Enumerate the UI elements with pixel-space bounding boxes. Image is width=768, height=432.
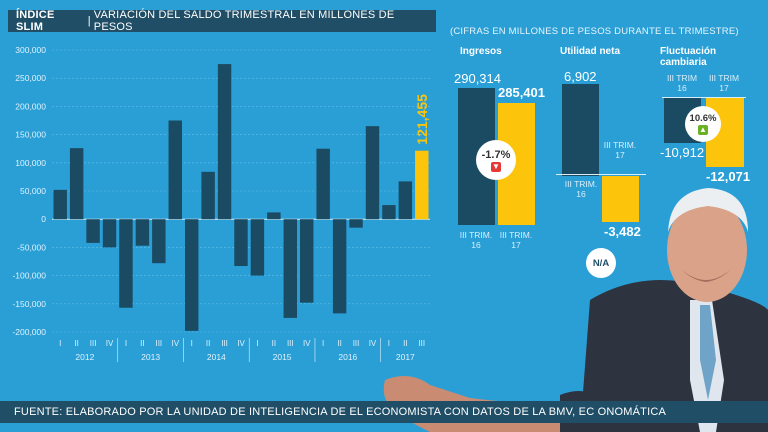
x-tick-label: I <box>59 339 61 348</box>
bar <box>53 189 67 220</box>
source-footer: FUENTE: ELABORADO POR LA UNIDAD DE INTEL… <box>0 401 768 423</box>
x-tick-label: III <box>418 339 425 348</box>
year-label: 2014 <box>207 352 226 362</box>
utilidad-bar-17 <box>602 176 639 222</box>
arrow-down-icon: ▼ <box>491 161 501 172</box>
ingresos-value-16: 290,314 <box>454 71 501 86</box>
year-label: 2016 <box>338 352 357 362</box>
bar <box>234 219 248 267</box>
fluct-value-16: -10,912 <box>660 145 705 160</box>
y-tick-label: 50,000 <box>20 186 46 196</box>
bar <box>69 148 84 220</box>
fluct-change: 10.6% <box>689 113 717 124</box>
bar <box>316 148 330 220</box>
bar <box>86 219 100 243</box>
y-tick-label: 0 <box>41 214 46 224</box>
utilidad-label-17: III TRIM. 17 <box>603 140 637 160</box>
x-tick-label: IV <box>303 339 311 348</box>
fluct-zero-line <box>662 97 746 98</box>
bar <box>382 205 396 220</box>
fluct-value-17: -12,071 <box>706 169 751 184</box>
bar <box>168 120 182 220</box>
bar <box>415 150 429 220</box>
quarterly-balance-chart: 300,000 250,000 200,000 150,000 100,000 50,00… <box>12 45 430 362</box>
x-tick-label: II <box>272 339 276 348</box>
year-label: 2017 <box>396 352 415 362</box>
y-tick-label: 250,000 <box>15 73 46 83</box>
bar <box>135 219 150 246</box>
x-tick-label: IV <box>237 339 245 348</box>
ingresos-label-17: III TRIM. 17 <box>499 230 533 250</box>
fluct-label-17: III TRIM 17 <box>708 73 740 93</box>
x-tick-label: II <box>337 339 341 348</box>
bar <box>267 212 281 220</box>
utilidad-value-17: -3,482 <box>604 224 641 239</box>
x-tick-label: III <box>90 339 97 348</box>
x-tick-label: IV <box>106 339 114 348</box>
ingresos-label-16: III TRIM. 16 <box>459 230 493 250</box>
bar <box>332 219 347 314</box>
utilidad-title: Utilidad neta <box>560 46 621 57</box>
y-tick-label: 100,000 <box>15 158 46 168</box>
highlight-value-label: 121,455 <box>414 94 430 145</box>
year-label: 2012 <box>75 352 94 362</box>
x-tick-label: I <box>256 339 258 348</box>
y-tick-label: 150,000 <box>15 130 46 140</box>
x-tick-label: II <box>74 339 78 348</box>
x-tick-label: I <box>191 339 193 348</box>
chart-title: VARIACIÓN DEL SALDO TRIMESTRAL EN MILLON… <box>93 9 395 33</box>
bar <box>217 64 232 220</box>
x-tick-label: I <box>125 339 127 348</box>
y-tick-label: -100,000 <box>12 271 46 281</box>
bar <box>398 181 413 220</box>
fluct-change-badge: 10.6% ▲ <box>685 106 721 142</box>
bar <box>283 219 298 318</box>
bar <box>365 126 380 220</box>
bar <box>201 171 215 220</box>
ingresos-value-17: 285,401 <box>498 85 545 100</box>
x-tick-label: III <box>221 339 228 348</box>
x-tick-label: II <box>206 339 210 348</box>
ingresos-title: Ingresos <box>460 46 502 57</box>
utilidad-label-16: III TRIM. 16 <box>564 179 598 199</box>
ingresos-change-badge: -1.7% ▼ <box>476 140 516 180</box>
figures-note: (CIFRAS EN MILLONES DE PESOS DURANTE EL … <box>450 26 739 37</box>
x-tick-label: I <box>322 339 324 348</box>
x-tick-label: IV <box>369 339 377 348</box>
x-tick-label: I <box>388 339 390 348</box>
utilidad-change-badge: N/A <box>586 248 616 278</box>
x-tick-label: II <box>140 339 144 348</box>
bar <box>184 219 199 331</box>
y-tick-label: 200,000 <box>15 101 46 111</box>
ingresos-change: -1.7% <box>481 148 511 161</box>
bar <box>300 219 314 303</box>
chart-title-bar: ÍNDICE SLIM | VARIACIÓN DEL SALDO TRIMESTR… <box>8 9 436 33</box>
y-tick-label: 300,000 <box>15 45 46 55</box>
fluct-title: Fluctuación cambiaria <box>660 46 717 68</box>
bar <box>349 219 363 228</box>
x-tick-label: IV <box>171 339 179 348</box>
y-tick-label: -50,000 <box>17 242 46 252</box>
brand-title: ÍNDICE SLIM <box>16 9 55 33</box>
income-comparison-panel: (CIFRAS EN MILLONES DE PESOS DURANTE EL … <box>448 20 768 320</box>
x-tick-label: II <box>403 339 407 348</box>
x-tick-label: III <box>287 339 294 348</box>
utilidad-value-16: 6,902 <box>564 69 597 84</box>
bar <box>119 219 133 308</box>
y-tick-label: -200,000 <box>12 327 46 337</box>
x-tick-label: III <box>353 339 360 348</box>
utilidad-bar-16 <box>562 84 599 176</box>
bar <box>152 219 166 264</box>
y-tick-label: -150,000 <box>12 299 46 309</box>
fluct-label-16: III TRIM 16 <box>666 73 698 93</box>
year-label: 2015 <box>273 352 292 362</box>
year-label: 2013 <box>141 352 160 362</box>
bar <box>250 219 265 276</box>
x-tick-label: III <box>155 339 162 348</box>
arrow-up-icon: ▲ <box>698 125 708 135</box>
bar <box>102 219 117 248</box>
utilidad-zero-line <box>556 174 646 175</box>
